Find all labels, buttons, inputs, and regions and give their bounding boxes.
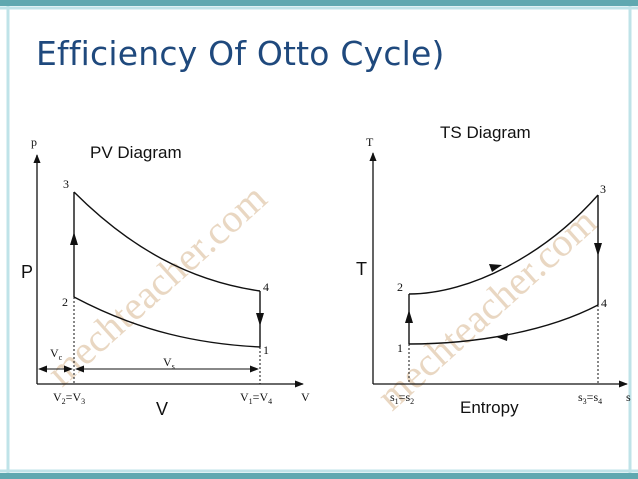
ts-axis-t-big: T xyxy=(356,259,367,279)
ts-diagram: T TS Diagram T 3 2 4 1 s1=s2 Entropy s3=… xyxy=(356,123,631,417)
ts-entropy-label: Entropy xyxy=(460,398,519,417)
ts-arrow-down-icon xyxy=(594,243,602,256)
frame-bottom-bar xyxy=(0,473,638,479)
pv-title: PV Diagram xyxy=(90,143,182,162)
ts-point-1: 1 xyxy=(397,341,403,355)
pv-point-3: 3 xyxy=(63,177,69,191)
ts-arrow-up-icon xyxy=(405,310,413,323)
ts-s1-s2-label: s1=s2 xyxy=(390,390,414,406)
ts-heat-addition-curve-2-3 xyxy=(408,194,599,295)
pv-compression-curve-1-2 xyxy=(73,296,261,348)
pv-point-1: 1 xyxy=(263,343,269,357)
watermark-right: mechteacher.com xyxy=(368,199,605,419)
pv-vc-label: Vc xyxy=(50,346,63,362)
pv-v2-v3-label: V2=V3 xyxy=(53,390,85,406)
pv-v1-v4-label: V1=V4 xyxy=(240,390,272,406)
pv-axis-p-big: P xyxy=(21,262,33,282)
pv-point-4: 4 xyxy=(263,280,269,294)
ts-arrow-curve-up-icon xyxy=(489,264,502,272)
pv-point-2: 2 xyxy=(62,295,68,309)
ts-heat-rejection-curve-4-1 xyxy=(408,304,599,345)
ts-point-2: 2 xyxy=(397,280,403,294)
slide-title: Efficiency Of Otto Cycle) xyxy=(36,34,445,73)
pv-arrow-up-icon xyxy=(70,232,78,245)
ts-arrow-curve-down-icon xyxy=(496,333,508,341)
pv-axis-v-big: V xyxy=(156,399,168,419)
ts-axis-s-small: s xyxy=(626,390,631,404)
pv-axis-p-small: p xyxy=(31,135,37,149)
ts-point-3: 3 xyxy=(600,182,606,196)
ts-point-4: 4 xyxy=(601,296,607,310)
pv-diagram: p PV Diagram P 3 2 4 1 Vc Vs V2=V3 V1=V4… xyxy=(21,135,310,419)
frame-top-bar xyxy=(0,0,638,6)
pv-expansion-curve-3-4 xyxy=(73,191,261,292)
pv-arrow-down-icon xyxy=(256,313,264,326)
ts-title: TS Diagram xyxy=(440,123,531,142)
pv-vs-label: Vs xyxy=(163,355,175,371)
pv-axis-v-small: V xyxy=(301,390,310,404)
ts-s3-s4-label: s3=s4 xyxy=(578,390,602,406)
ts-axis-t-small: T xyxy=(366,135,374,149)
